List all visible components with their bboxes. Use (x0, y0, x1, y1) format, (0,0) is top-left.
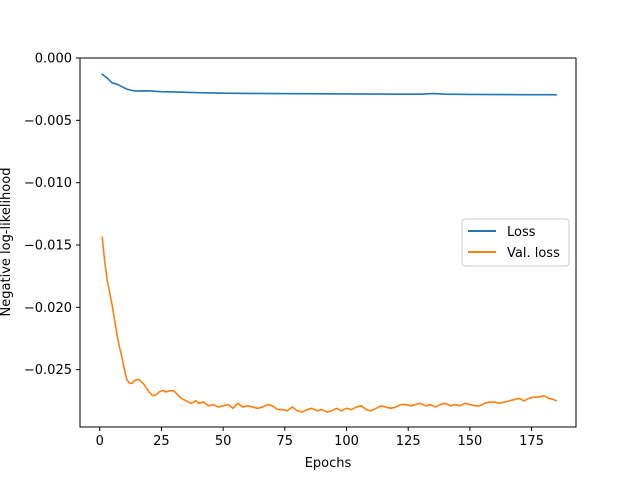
y-tick-label: −0.015 (24, 238, 72, 253)
legend: Loss Val. loss (461, 218, 570, 267)
x-tick-label: 0 (96, 434, 104, 449)
y-axis-label: Negative log-likelihood (0, 168, 14, 317)
series-line-val-loss (101, 236, 558, 413)
x-tick-label: 50 (215, 434, 232, 449)
y-tick-label: −0.025 (24, 363, 72, 378)
y-tick-label: −0.020 (24, 301, 72, 316)
x-tick-label: 100 (334, 434, 359, 449)
plot-frame (79, 57, 577, 428)
y-axis: 0.000 −0.005 −0.010 −0.015 −0.020 −0.025 (24, 52, 80, 378)
legend-label-loss: Loss (507, 225, 536, 240)
x-axis: 0 25 50 75 100 125 150 175 (96, 427, 544, 449)
x-tick-label: 175 (519, 434, 544, 449)
x-tick-label: 75 (277, 434, 294, 449)
y-tick-label: −0.005 (24, 114, 72, 129)
x-tick-label: 125 (396, 434, 421, 449)
x-tick-label: 150 (457, 434, 482, 449)
series-layer (101, 73, 558, 413)
series-line-loss (101, 73, 558, 96)
x-axis-label: Epochs (305, 456, 352, 471)
y-tick-label: −0.010 (24, 176, 72, 191)
x-tick-label: 25 (153, 434, 170, 449)
y-tick-label: 0.000 (35, 52, 72, 67)
legend-label-val-loss: Val. loss (507, 246, 560, 261)
